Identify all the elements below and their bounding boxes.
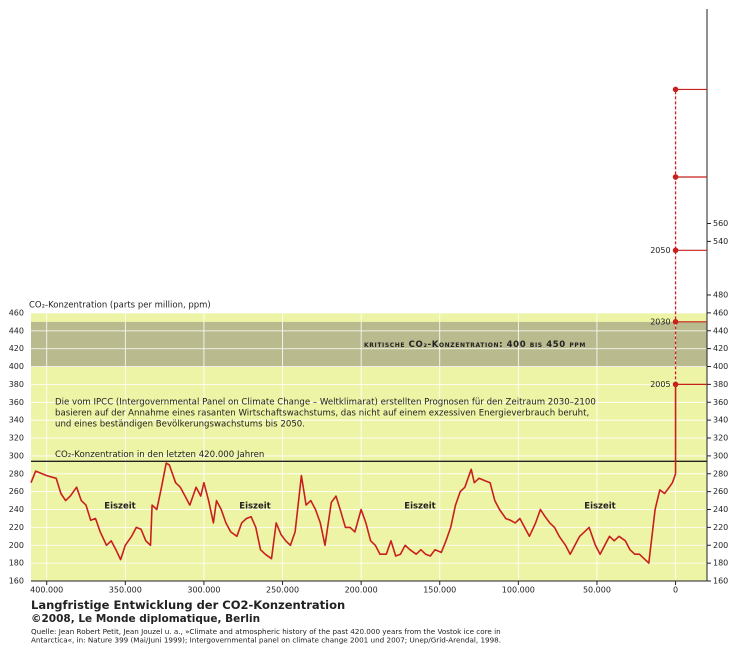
- note: basieren auf der Annahme eines rasanten …: [55, 409, 589, 419]
- projection-point: [672, 86, 679, 93]
- projection-point: [672, 174, 679, 180]
- y2-tick-label: 340: [713, 416, 728, 425]
- y2-tick-label: 160: [713, 577, 728, 586]
- note: und eines beständigen Bevölkerungswachst…: [55, 420, 305, 430]
- y2-tick-label: 260: [713, 487, 728, 496]
- note: Die vom IPCC (Intergovernmental Panel on…: [55, 398, 596, 408]
- projection-label: 2005: [650, 380, 670, 389]
- y2-tick-label: 360: [713, 398, 728, 407]
- band-label: kritische CO₂-Konzentration: 400 bis 450…: [364, 340, 586, 350]
- y-tick-label: 320: [9, 434, 24, 443]
- annotation: Eiszeit: [584, 502, 615, 512]
- source: Antarctica«, in: Nature 399 (Mai/Juni 19…: [31, 636, 501, 645]
- y-tick-label: 440: [9, 326, 24, 335]
- y2-tick-label: 300: [713, 451, 728, 460]
- projection-point: [672, 381, 679, 388]
- x-tick-label: 350.000: [109, 586, 142, 595]
- y-tick-label: 200: [9, 541, 24, 550]
- x-tick-label: 300.000: [187, 586, 220, 595]
- y2-tick-label: 380: [713, 380, 728, 389]
- y-tick-label: 300: [9, 451, 24, 460]
- y2-tick-label: 180: [713, 559, 728, 568]
- y-tick-label: 460: [9, 309, 24, 318]
- y2-tick-label: 240: [713, 505, 728, 514]
- x-tick-label: 250.000: [266, 586, 299, 595]
- projection-point: [672, 319, 679, 325]
- x-tick-label: 50.000: [583, 586, 611, 595]
- x-tick-label: 200.000: [345, 586, 378, 595]
- y-tick-label: 400: [9, 362, 24, 371]
- y-axis-label: CO₂-Konzentration (parts per million, pp…: [29, 301, 211, 311]
- y2-tick-label: 560: [713, 219, 728, 228]
- y-tick-label: 340: [9, 416, 24, 425]
- y2-tick-label: 200: [713, 541, 728, 550]
- y2-tick-label: 480: [713, 291, 728, 300]
- y2-tick-label: 220: [713, 523, 728, 532]
- y-tick-label: 420: [9, 344, 24, 353]
- y-tick-label: 220: [9, 523, 24, 532]
- y2-tick-label: 320: [713, 434, 728, 443]
- co2-line: [30, 462, 677, 564]
- reference-label: CO₂-Konzentration in den letzten 420.000…: [55, 450, 264, 460]
- y-tick-label: 160: [9, 577, 24, 586]
- y2-tick-label: 460: [713, 308, 728, 317]
- y-tick-label: 280: [9, 469, 24, 478]
- y-tick-label: 240: [9, 505, 24, 514]
- chart-title: Langfristige Entwicklung der CO2-Konzent…: [31, 598, 345, 612]
- y2-tick-label: 400: [713, 362, 728, 371]
- projection-label: 2030: [650, 317, 670, 326]
- x-tick-label: 400.000: [30, 586, 63, 595]
- projection-label: 2050: [650, 246, 670, 255]
- y-tick-label: 380: [9, 380, 24, 389]
- y-tick-label: 360: [9, 398, 24, 407]
- chart-subtitle: ©2008, Le Monde diplomatique, Berlin: [31, 613, 260, 625]
- y-tick-label: 180: [9, 559, 24, 568]
- annotation: Eiszeit: [404, 502, 435, 512]
- annotation: Eiszeit: [104, 502, 135, 512]
- y2-tick-label: 440: [713, 326, 728, 335]
- projection-point: [672, 247, 679, 254]
- y-tick-label: 260: [9, 487, 24, 496]
- source: Quelle: Jean Robert Petit, Jean Jouzel u…: [31, 627, 501, 636]
- x-tick-label: 0: [673, 586, 678, 595]
- x-tick-label: 150.000: [423, 586, 456, 595]
- x-tick-label: 100.000: [502, 586, 535, 595]
- y2-tick-label: 540: [713, 237, 728, 246]
- y2-tick-label: 420: [713, 344, 728, 353]
- annotation: Eiszeit: [239, 502, 270, 512]
- y2-tick-label: 280: [713, 469, 728, 478]
- critical-band: [31, 321, 707, 367]
